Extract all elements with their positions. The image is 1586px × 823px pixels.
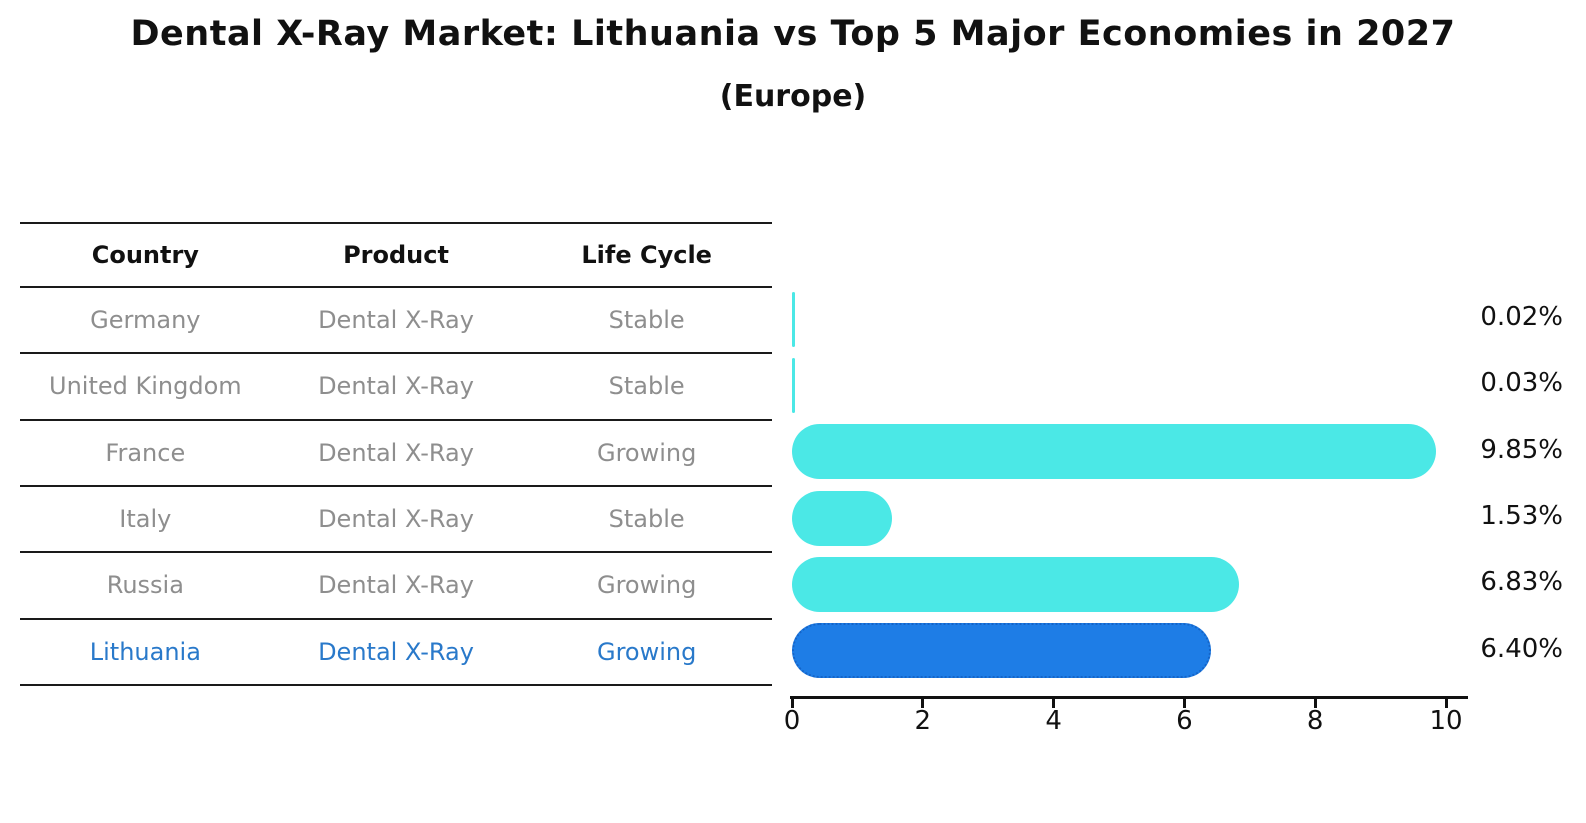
- table-cell-product: Dental X-Ray: [318, 306, 474, 335]
- table-cell-country: Lithuania: [89, 637, 201, 666]
- table-row: United Kingdom Dental X-Ray Stable: [20, 354, 772, 421]
- x-axis-line: [790, 696, 1468, 699]
- x-axis-tick: [1182, 699, 1186, 708]
- table-cell-lifecycle: Stable: [608, 306, 685, 335]
- table-header-row: Country Product Life Cycle: [20, 224, 772, 288]
- x-axis-tick: [790, 699, 794, 708]
- table-cell-product: Dental X-Ray: [318, 438, 474, 467]
- table-cell-lifecycle: Growing: [596, 438, 697, 467]
- bar-highlight: [792, 623, 1211, 679]
- x-axis-tick: [1313, 699, 1317, 708]
- table-cell-country: United Kingdom: [49, 372, 242, 401]
- table-cell-lifecycle: Growing: [596, 637, 697, 666]
- bar: [792, 556, 1239, 612]
- table-header-lifecycle: Life Cycle: [581, 241, 712, 269]
- bar-value-label: 1.53%: [1480, 501, 1563, 532]
- bar-value-label: 6.40%: [1480, 633, 1563, 664]
- x-axis-tick-label: 10: [1429, 706, 1463, 736]
- x-axis-tick: [921, 699, 925, 708]
- x-axis-tick: [1444, 699, 1448, 708]
- table-cell-country: Italy: [119, 505, 172, 534]
- table-row: Italy Dental X-Ray Stable: [20, 487, 772, 554]
- bar-value-label: 0.02%: [1480, 302, 1563, 333]
- bar: [792, 490, 893, 546]
- chart-title: Dental X-Ray Market: Lithuania vs Top 5 …: [130, 14, 1456, 54]
- comparison-table: Country Product Life Cycle Germany Dental…: [20, 222, 772, 686]
- table-row: Lithuania Dental X-Ray Growing: [20, 620, 772, 686]
- table-body: Germany Dental X-Ray Stable United Kingdom D…: [20, 288, 772, 686]
- table-cell-product: Dental X-Ray: [318, 571, 474, 600]
- x-axis-tick-label: 0: [783, 706, 801, 736]
- x-axis-tick-label: 4: [1045, 706, 1062, 736]
- table-cell-country: Russia: [106, 571, 184, 600]
- table-cell-country: France: [105, 438, 186, 467]
- bar: [792, 424, 1437, 480]
- x-axis-tick-label: 6: [1176, 706, 1193, 736]
- x-axis-tick: [1052, 699, 1056, 708]
- bar-value-label: 0.03%: [1480, 368, 1563, 399]
- table-cell-country: Germany: [90, 306, 201, 335]
- bar-value-label: 6.83%: [1480, 567, 1563, 598]
- x-axis-tick-label: 2: [914, 706, 932, 736]
- bar: [792, 291, 795, 347]
- table-cell-product: Dental X-Ray: [318, 637, 474, 666]
- table-cell-lifecycle: Stable: [608, 505, 685, 534]
- bar-value-label: 9.85%: [1480, 434, 1563, 465]
- bar: [792, 357, 795, 413]
- table-cell-product: Dental X-Ray: [318, 505, 474, 534]
- table-header-country: Country: [91, 241, 199, 269]
- x-axis-tick-label: 8: [1306, 706, 1324, 736]
- table-cell-lifecycle: Growing: [596, 571, 697, 600]
- table-row: France Dental X-Ray Growing: [20, 421, 772, 487]
- table-row: Russia Dental X-Ray Growing: [20, 553, 772, 620]
- chart-subtitle: (Europe): [719, 79, 867, 114]
- table-row: Germany Dental X-Ray Stable: [20, 288, 772, 355]
- table-cell-product: Dental X-Ray: [318, 372, 474, 401]
- table-header-product: Product: [343, 241, 449, 269]
- table-cell-lifecycle: Stable: [608, 372, 685, 401]
